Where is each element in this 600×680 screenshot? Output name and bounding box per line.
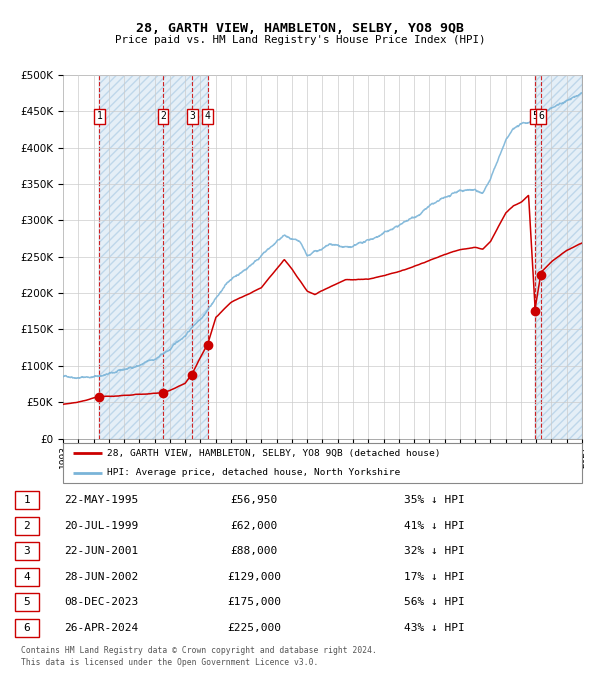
FancyBboxPatch shape <box>15 491 39 509</box>
Text: 22-MAY-1995: 22-MAY-1995 <box>64 495 139 505</box>
Text: £88,000: £88,000 <box>230 546 278 556</box>
Text: 26-APR-2024: 26-APR-2024 <box>64 623 139 633</box>
Text: 2: 2 <box>23 521 31 531</box>
Text: £129,000: £129,000 <box>227 572 281 582</box>
FancyBboxPatch shape <box>15 568 39 586</box>
Text: 28, GARTH VIEW, HAMBLETON, SELBY, YO8 9QB: 28, GARTH VIEW, HAMBLETON, SELBY, YO8 9Q… <box>136 22 464 35</box>
FancyBboxPatch shape <box>15 619 39 637</box>
Text: 5: 5 <box>532 112 538 121</box>
Text: Contains HM Land Registry data © Crown copyright and database right 2024.: Contains HM Land Registry data © Crown c… <box>21 646 377 655</box>
Text: £225,000: £225,000 <box>227 623 281 633</box>
Text: 3: 3 <box>190 112 195 121</box>
Text: 56% ↓ HPI: 56% ↓ HPI <box>404 597 464 607</box>
Text: 3: 3 <box>23 546 31 556</box>
Text: £62,000: £62,000 <box>230 521 278 531</box>
Text: 2: 2 <box>160 112 166 121</box>
Text: 6: 6 <box>538 112 544 121</box>
Text: 35% ↓ HPI: 35% ↓ HPI <box>404 495 464 505</box>
Text: 5: 5 <box>23 597 31 607</box>
Text: HPI: Average price, detached house, North Yorkshire: HPI: Average price, detached house, Nort… <box>107 469 400 477</box>
Text: 28, GARTH VIEW, HAMBLETON, SELBY, YO8 9QB (detached house): 28, GARTH VIEW, HAMBLETON, SELBY, YO8 9Q… <box>107 449 440 458</box>
Text: 1: 1 <box>97 112 102 121</box>
Text: 08-DEC-2023: 08-DEC-2023 <box>64 597 139 607</box>
Text: 43% ↓ HPI: 43% ↓ HPI <box>404 623 464 633</box>
Text: £56,950: £56,950 <box>230 495 278 505</box>
Text: £175,000: £175,000 <box>227 597 281 607</box>
FancyBboxPatch shape <box>63 443 582 483</box>
Text: 4: 4 <box>23 572 31 582</box>
Text: 17% ↓ HPI: 17% ↓ HPI <box>404 572 464 582</box>
Bar <box>535 75 582 439</box>
Text: 22-JUN-2001: 22-JUN-2001 <box>64 546 139 556</box>
FancyBboxPatch shape <box>15 593 39 611</box>
Bar <box>535 75 582 439</box>
Text: 28-JUN-2002: 28-JUN-2002 <box>64 572 139 582</box>
FancyBboxPatch shape <box>15 517 39 535</box>
Text: 4: 4 <box>205 112 211 121</box>
Text: Price paid vs. HM Land Registry's House Price Index (HPI): Price paid vs. HM Land Registry's House … <box>115 35 485 46</box>
Text: 6: 6 <box>23 623 31 633</box>
Text: This data is licensed under the Open Government Licence v3.0.: This data is licensed under the Open Gov… <box>21 658 319 666</box>
Text: 41% ↓ HPI: 41% ↓ HPI <box>404 521 464 531</box>
Text: 32% ↓ HPI: 32% ↓ HPI <box>404 546 464 556</box>
Text: 20-JUL-1999: 20-JUL-1999 <box>64 521 139 531</box>
FancyBboxPatch shape <box>15 542 39 560</box>
Text: 1: 1 <box>23 495 31 505</box>
Bar <box>100 75 208 439</box>
Bar <box>100 75 208 439</box>
